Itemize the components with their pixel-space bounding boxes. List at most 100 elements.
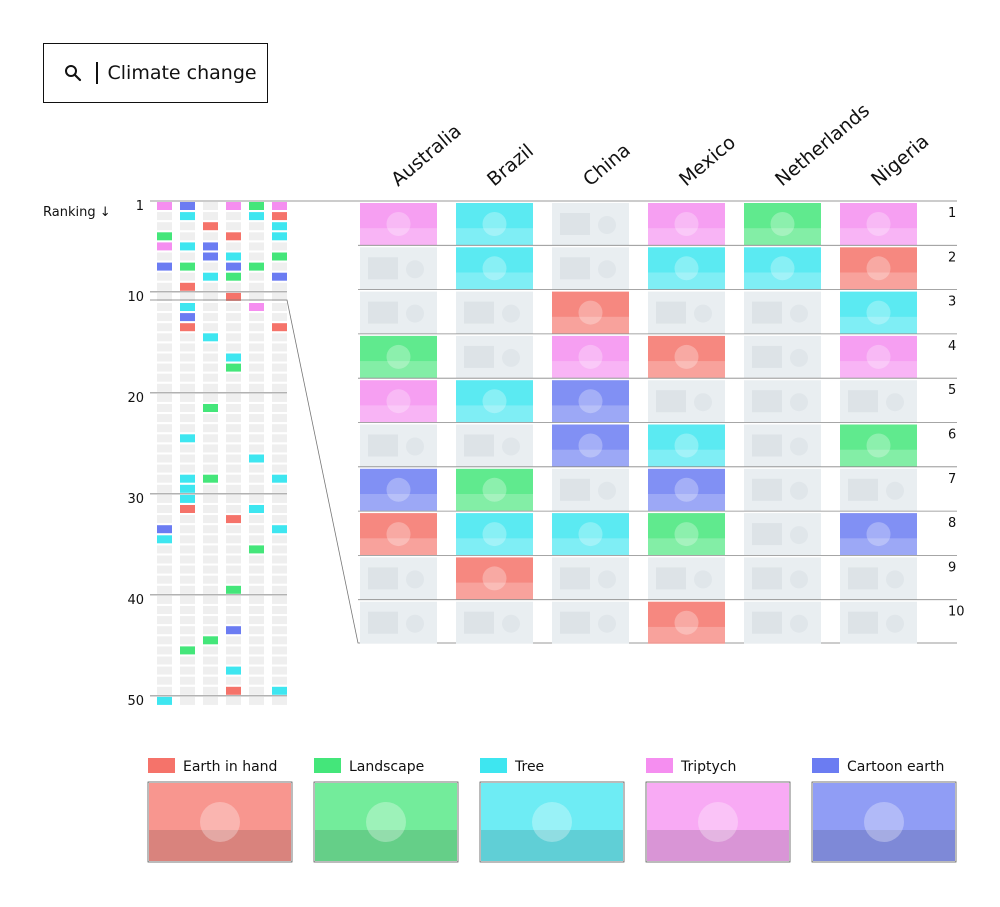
ranking-cell-empty [226, 434, 241, 443]
ranking-cell-empty [180, 606, 195, 614]
image-thumbnail[interactable] [648, 291, 725, 334]
ranking-cell-empty [203, 494, 218, 503]
ranking-cell-empty [203, 505, 218, 513]
image-thumbnail[interactable] [456, 468, 533, 511]
search-box[interactable]: Climate change [43, 43, 268, 103]
image-thumbnail[interactable] [648, 247, 725, 290]
thumbnail-triptych [648, 203, 725, 245]
image-thumbnail[interactable] [456, 203, 533, 245]
thumbnail-shape [790, 614, 808, 633]
image-thumbnail[interactable] [456, 513, 533, 556]
ranking-cell-empty [272, 262, 287, 271]
ranking-cell-empty [226, 454, 241, 463]
ranking-cell-empty [249, 515, 264, 524]
image-thumbnail[interactable] [552, 557, 629, 600]
image-thumbnail[interactable] [552, 424, 629, 467]
thumbnail-shape [848, 567, 878, 590]
ranking-cell-empty [249, 595, 264, 604]
image-thumbnail[interactable] [552, 291, 629, 334]
image-thumbnail[interactable] [648, 468, 725, 511]
image-thumbnail[interactable] [360, 291, 437, 334]
image-thumbnail[interactable] [552, 513, 629, 556]
country-header-brazil: Brazil [483, 140, 538, 191]
thumbnail-shade [840, 538, 917, 556]
image-thumbnail[interactable] [360, 380, 437, 423]
image-thumbnail[interactable] [744, 203, 821, 245]
image-thumbnail[interactable] [840, 557, 917, 600]
thumbnail-shade [360, 405, 437, 423]
image-thumbnail[interactable] [360, 335, 437, 378]
ranking-cell-empty [249, 616, 264, 625]
image-thumbnail[interactable] [456, 291, 533, 334]
image-thumbnail[interactable] [456, 601, 533, 644]
image-thumbnail[interactable] [840, 424, 917, 467]
thumbnail-tree [456, 247, 533, 290]
search-query[interactable]: Climate change [107, 62, 257, 84]
image-thumbnail[interactable] [456, 424, 533, 467]
image-thumbnail[interactable] [552, 335, 629, 378]
legend-label: Landscape [349, 759, 424, 775]
image-thumbnail[interactable] [552, 468, 629, 511]
thumbnail-highlight [386, 522, 411, 547]
image-thumbnail[interactable] [360, 203, 437, 245]
image-thumbnail[interactable] [840, 468, 917, 511]
image-thumbnail[interactable] [552, 203, 629, 245]
image-thumbnail[interactable] [456, 335, 533, 378]
image-thumbnail[interactable] [840, 247, 917, 290]
ranking-cell-empty [157, 323, 172, 332]
image-thumbnail[interactable] [648, 424, 725, 467]
thumbnail-shape [790, 437, 808, 456]
image-thumbnail[interactable] [744, 247, 821, 290]
thumbnail-highlight [674, 610, 699, 635]
image-thumbnail[interactable] [648, 513, 725, 556]
image-thumbnail[interactable] [744, 291, 821, 334]
ranking-cell-tree [272, 525, 287, 534]
thumbnail-shape [848, 390, 878, 413]
image-thumbnail[interactable] [360, 601, 437, 644]
image-thumbnail[interactable] [360, 468, 437, 511]
image-thumbnail[interactable] [840, 335, 917, 378]
image-thumbnail[interactable] [744, 601, 821, 644]
thumbnail-earth-in-hand [360, 513, 437, 556]
image-thumbnail[interactable] [648, 203, 725, 245]
image-thumbnail[interactable] [456, 247, 533, 290]
image-thumbnail[interactable] [744, 335, 821, 378]
legend-example-shade [315, 830, 457, 861]
image-thumbnail[interactable] [552, 601, 629, 644]
thumbnail-shade [648, 272, 725, 290]
image-thumbnail[interactable] [744, 557, 821, 600]
thumbnail-shade [840, 272, 917, 290]
thumbnail-highlight [386, 389, 411, 414]
image-thumbnail[interactable] [840, 291, 917, 334]
image-thumbnail[interactable] [744, 424, 821, 467]
ranking-cell-empty [249, 555, 264, 564]
image-thumbnail[interactable] [552, 247, 629, 290]
ranking-cell-empty [203, 464, 218, 473]
image-thumbnail[interactable] [840, 203, 917, 245]
ranking-cell-empty [180, 626, 195, 635]
image-thumbnail[interactable] [552, 380, 629, 423]
thumbnail-highlight [674, 477, 699, 502]
detail-rank-label: 2 [948, 250, 956, 265]
ranking-cell-landscape [203, 474, 218, 483]
thumbnail-highlight [674, 344, 699, 369]
image-thumbnail[interactable] [360, 424, 437, 467]
image-thumbnail[interactable] [648, 335, 725, 378]
image-thumbnail[interactable] [360, 247, 437, 290]
image-thumbnail[interactable] [840, 380, 917, 423]
image-thumbnail[interactable] [744, 513, 821, 556]
image-thumbnail[interactable] [648, 557, 725, 600]
image-thumbnail[interactable] [456, 380, 533, 423]
thumbnail-shade [744, 228, 821, 245]
image-thumbnail[interactable] [360, 557, 437, 600]
image-thumbnail[interactable] [456, 557, 533, 600]
image-thumbnail[interactable] [744, 380, 821, 423]
thumbnail-cartoon-earth [840, 513, 917, 556]
image-thumbnail[interactable] [840, 513, 917, 556]
ranking-cell-empty [272, 484, 287, 493]
image-thumbnail[interactable] [648, 380, 725, 423]
image-thumbnail[interactable] [360, 513, 437, 556]
image-thumbnail[interactable] [840, 601, 917, 644]
image-thumbnail[interactable] [744, 468, 821, 511]
image-thumbnail[interactable] [648, 601, 725, 644]
